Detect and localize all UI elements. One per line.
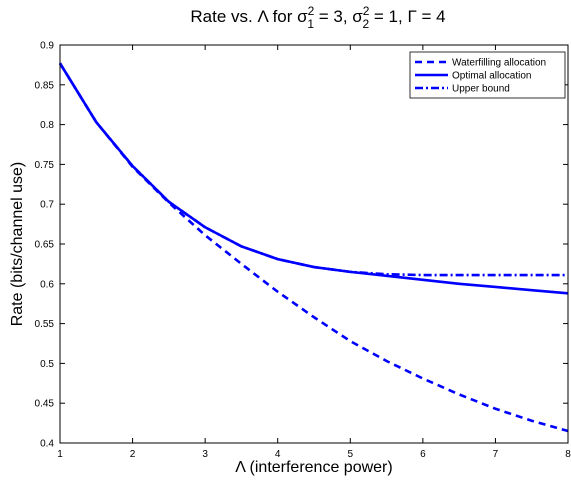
title-prefix: Rate vs. Λ for σ [190, 7, 308, 26]
x-tick-label: 8 [565, 449, 571, 460]
legend-box [409, 51, 566, 99]
axis-ticks: 1 2 3 4 5 6 7 8 0.4 0.45 0.5 0.55 0.6 0.65 0.7 0.75 0.8 0… [35, 41, 571, 461]
y-tick-label: 0.9 [40, 41, 54, 52]
title-sigma2-sub: 2 [362, 17, 369, 31]
x-tick-label: 2 [130, 449, 136, 460]
y-tick-label: 0.85 [35, 80, 55, 91]
y-tick-label: 0.5 [40, 359, 54, 370]
legend-label: Optimal allocation [452, 71, 531, 82]
y-tick-label: 0.65 [35, 240, 55, 251]
y-tick-label: 0.75 [35, 160, 55, 171]
y-tick-label: 0.7 [40, 200, 54, 211]
title-eq1: = 3, σ [314, 7, 363, 26]
x-tick-label: 5 [348, 449, 354, 460]
plot-lines [58, 62, 569, 433]
title-sigma1-sup: 2 [308, 4, 315, 18]
plot-frame [59, 44, 569, 444]
series-line-optimal-allocation [58, 62, 569, 295]
chart-title: Rate vs. Λ for σ2 1 = 3, σ2 2 = 1, Γ = 4 [190, 4, 445, 31]
x-axis-label: Λ (interference power) [235, 459, 392, 476]
legend-label: Waterfilling allocation [452, 58, 546, 69]
x-tick-label: 3 [202, 449, 208, 460]
x-tick-label: 6 [420, 449, 426, 460]
x-tick-label: 7 [493, 449, 499, 460]
title-sigma1-sub: 1 [307, 17, 314, 31]
y-tick-label: 0.45 [35, 399, 55, 410]
legend: Waterfilling allocation Optimal allocatio… [409, 51, 566, 99]
y-tick-label: 0.8 [40, 120, 54, 131]
y-tick-label: 0.55 [35, 319, 55, 330]
series-line-waterfilling-allocation [58, 62, 569, 433]
title-sigma2-sup: 2 [363, 4, 370, 18]
y-axis-label: Rate (bits/channel use) [9, 162, 26, 327]
x-tick-label: 4 [275, 449, 281, 460]
x-tick-label: 1 [57, 449, 63, 460]
y-tick-label: 0.4 [40, 439, 54, 450]
y-tick-label: 0.6 [40, 279, 54, 290]
title-eq2: = 1, Γ = 4 [369, 7, 445, 26]
legend-label: Upper bound [452, 84, 510, 95]
